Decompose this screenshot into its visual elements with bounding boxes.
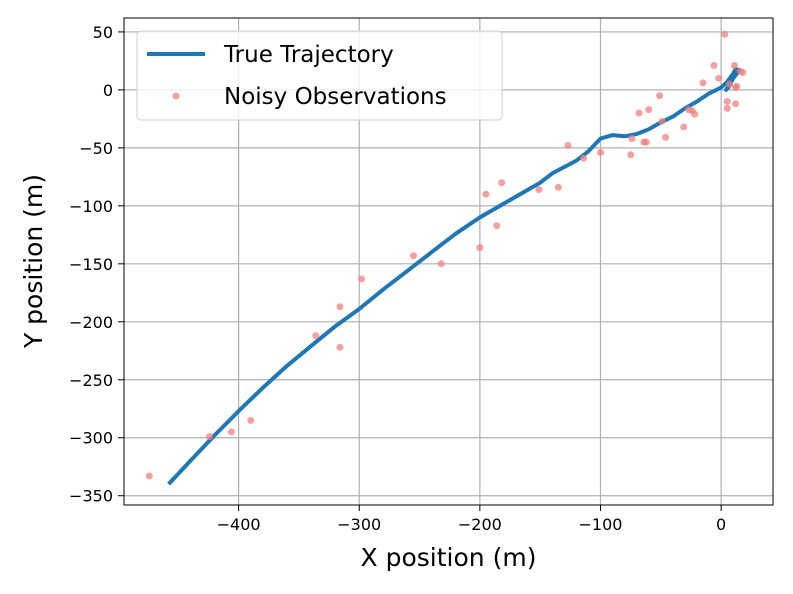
observation-point — [699, 79, 707, 87]
axis-ticks: −400 −300 −200 −100 0 50 0 −50 −100 −150 −200 −250 −… — [69, 23, 726, 534]
observation-point — [739, 69, 747, 76]
observation-point — [597, 149, 604, 156]
observation-point — [493, 222, 501, 230]
observation-point — [336, 343, 344, 351]
y-tick-label: −200 — [69, 313, 113, 332]
observation-point — [656, 92, 664, 100]
observation-point — [564, 142, 572, 149]
observation-point — [710, 62, 718, 69]
legend-marker-swatch — [172, 92, 180, 100]
y-tick-label: −300 — [69, 429, 113, 448]
observation-point — [658, 117, 666, 125]
x-tick-label: −200 — [458, 515, 502, 534]
y-tick-label: −150 — [69, 255, 113, 274]
y-tick-label: −250 — [69, 371, 113, 390]
y-tick-label: −350 — [69, 487, 113, 506]
legend-label-noisy-observations: Noisy Observations — [224, 84, 447, 110]
observation-point — [715, 74, 723, 82]
x-tick-label: 0 — [716, 515, 726, 534]
observation-point — [627, 151, 635, 159]
observation-point — [247, 416, 255, 424]
observation-point — [145, 472, 153, 480]
observation-point — [227, 428, 235, 436]
observation-point — [554, 183, 562, 191]
observation-point — [723, 98, 731, 105]
plot-frame — [123, 17, 774, 506]
y-tick-label: −50 — [79, 139, 113, 158]
y-tick-label: 50 — [93, 23, 113, 42]
observation-point — [358, 275, 366, 283]
observation-point — [721, 30, 729, 38]
observation-point — [726, 80, 734, 88]
series-layer — [145, 30, 747, 486]
y-tick-label: −100 — [69, 197, 113, 216]
observation-point — [482, 190, 490, 198]
true-trajectory-line — [167, 67, 742, 486]
observation-point — [535, 186, 543, 194]
observation-point — [680, 123, 688, 131]
observation-point — [336, 303, 344, 311]
legend-label-true-trajectory: True Trajectory — [223, 42, 394, 68]
x-tick-label: −400 — [217, 515, 261, 534]
legend-box — [136, 30, 503, 121]
observation-point — [733, 82, 741, 90]
observation-point — [642, 138, 650, 146]
y-tick-label: 0 — [103, 81, 113, 100]
observation-point — [723, 104, 731, 112]
observation-point — [628, 135, 636, 143]
x-tick-label: −100 — [579, 515, 623, 534]
observation-point — [730, 62, 738, 69]
observation-point — [437, 260, 445, 268]
observation-point — [635, 109, 643, 117]
observation-point — [662, 133, 670, 141]
observation-point — [206, 433, 214, 441]
observation-point — [691, 110, 699, 118]
observation-point — [732, 100, 740, 108]
y-axis-label: Y position (m) — [19, 174, 48, 349]
legend: True Trajectory Noisy Observations — [136, 30, 503, 121]
observation-point — [580, 154, 588, 162]
observation-point — [498, 179, 506, 187]
observation-point — [645, 106, 653, 114]
x-tick-label: −300 — [337, 515, 381, 534]
x-axis-label: X position (m) — [361, 543, 537, 572]
observation-point — [312, 332, 320, 340]
observation-point — [476, 244, 484, 252]
observation-point — [410, 252, 417, 260]
